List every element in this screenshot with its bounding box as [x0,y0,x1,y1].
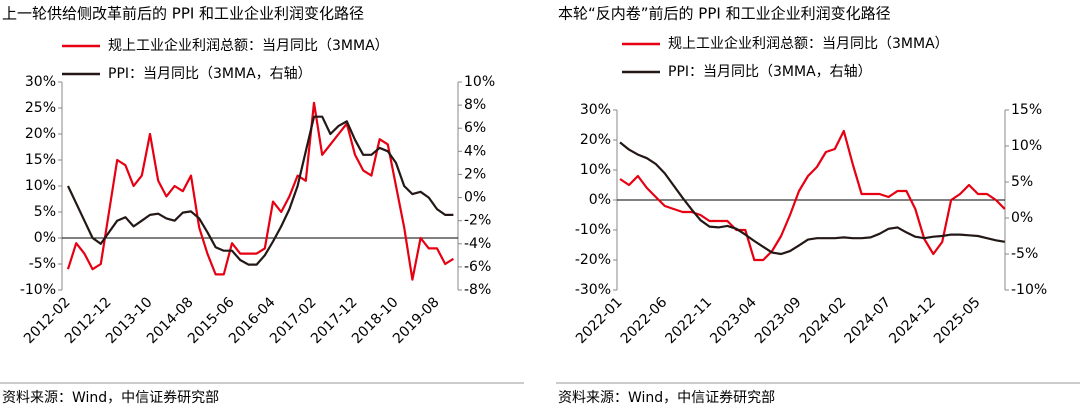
legend-label: 规上工业企业利润总额：当月同比（3MMA） [668,35,949,52]
y2-tick-label: -8% [464,282,491,298]
x-tick-label: 2025-05 [931,294,984,347]
y-tick-label: 0% [34,230,56,246]
legend-label: PPI：当月同比（3MMA，右轴） [668,64,872,80]
chart-title: 本轮“反内卷”前后的 PPI 和工业企业利润变化路径 [558,5,891,23]
x-tick-label: 2024-12 [886,294,939,347]
y2-tick-label: 0% [1011,210,1033,226]
y-tick-label: 0% [589,192,611,208]
legend-label: 规上工业企业利润总额：当月同比（3MMA） [108,37,389,54]
y-tick-label: 10% [580,162,611,178]
legend-label: PPI：当月同比（3MMA，右轴） [108,66,312,82]
y-tick-label: 20% [580,132,611,148]
series-line [67,115,454,266]
source: 资料来源：Wind，中信证券研究部 [2,390,219,406]
x-tick-label: 2023-04 [707,294,760,347]
y-tick-label: -10% [575,222,611,238]
y2-tick-label: 4% [464,143,486,159]
y2-tick-label: -4% [464,236,491,252]
y2-tick-label: -10% [1011,282,1047,298]
y2-tick-label: -2% [464,213,491,229]
x-tick-label: 2023-09 [752,294,805,347]
y-tick-label: -5% [29,256,56,272]
y2-tick-label: 2% [464,166,486,182]
series-line [66,101,454,281]
x-tick-label: 2022-06 [618,294,671,347]
y2-tick-label: 5% [1011,174,1033,190]
x-tick-label: 2022-11 [662,294,715,347]
y-tick-label: 15% [25,152,56,168]
chart-title: 上一轮供给侧改革前后的 PPI 和工业企业利润变化路径 [2,5,364,23]
y-tick-label: -30% [575,282,611,298]
series-line [619,129,1006,262]
y-tick-label: -10% [20,282,56,298]
x-tick-label: 2024-07 [841,294,894,347]
y2-tick-label: 6% [464,120,486,136]
y-tick-label: 10% [25,178,56,194]
y2-tick-label: 15% [1011,102,1042,118]
y-tick-label: 25% [25,100,56,116]
y-tick-label: 30% [25,74,56,90]
x-tick-label: 2024-02 [797,294,850,347]
source: 资料来源：Wind，中信证券研究部 [558,390,775,406]
y2-tick-label: -6% [464,259,491,275]
y2-tick-label: 8% [464,97,486,113]
y2-tick-label: -5% [1011,246,1038,262]
y-tick-label: 5% [34,204,56,220]
y2-tick-label: 10% [464,74,495,90]
y2-tick-label: 10% [1011,138,1042,154]
x-tick-label: 2022-01 [573,294,626,347]
y-tick-label: 30% [580,102,611,118]
y-tick-label: -20% [575,252,611,268]
y-tick-label: 20% [25,126,56,142]
y2-tick-label: 0% [464,190,486,206]
series-line [619,141,1005,256]
